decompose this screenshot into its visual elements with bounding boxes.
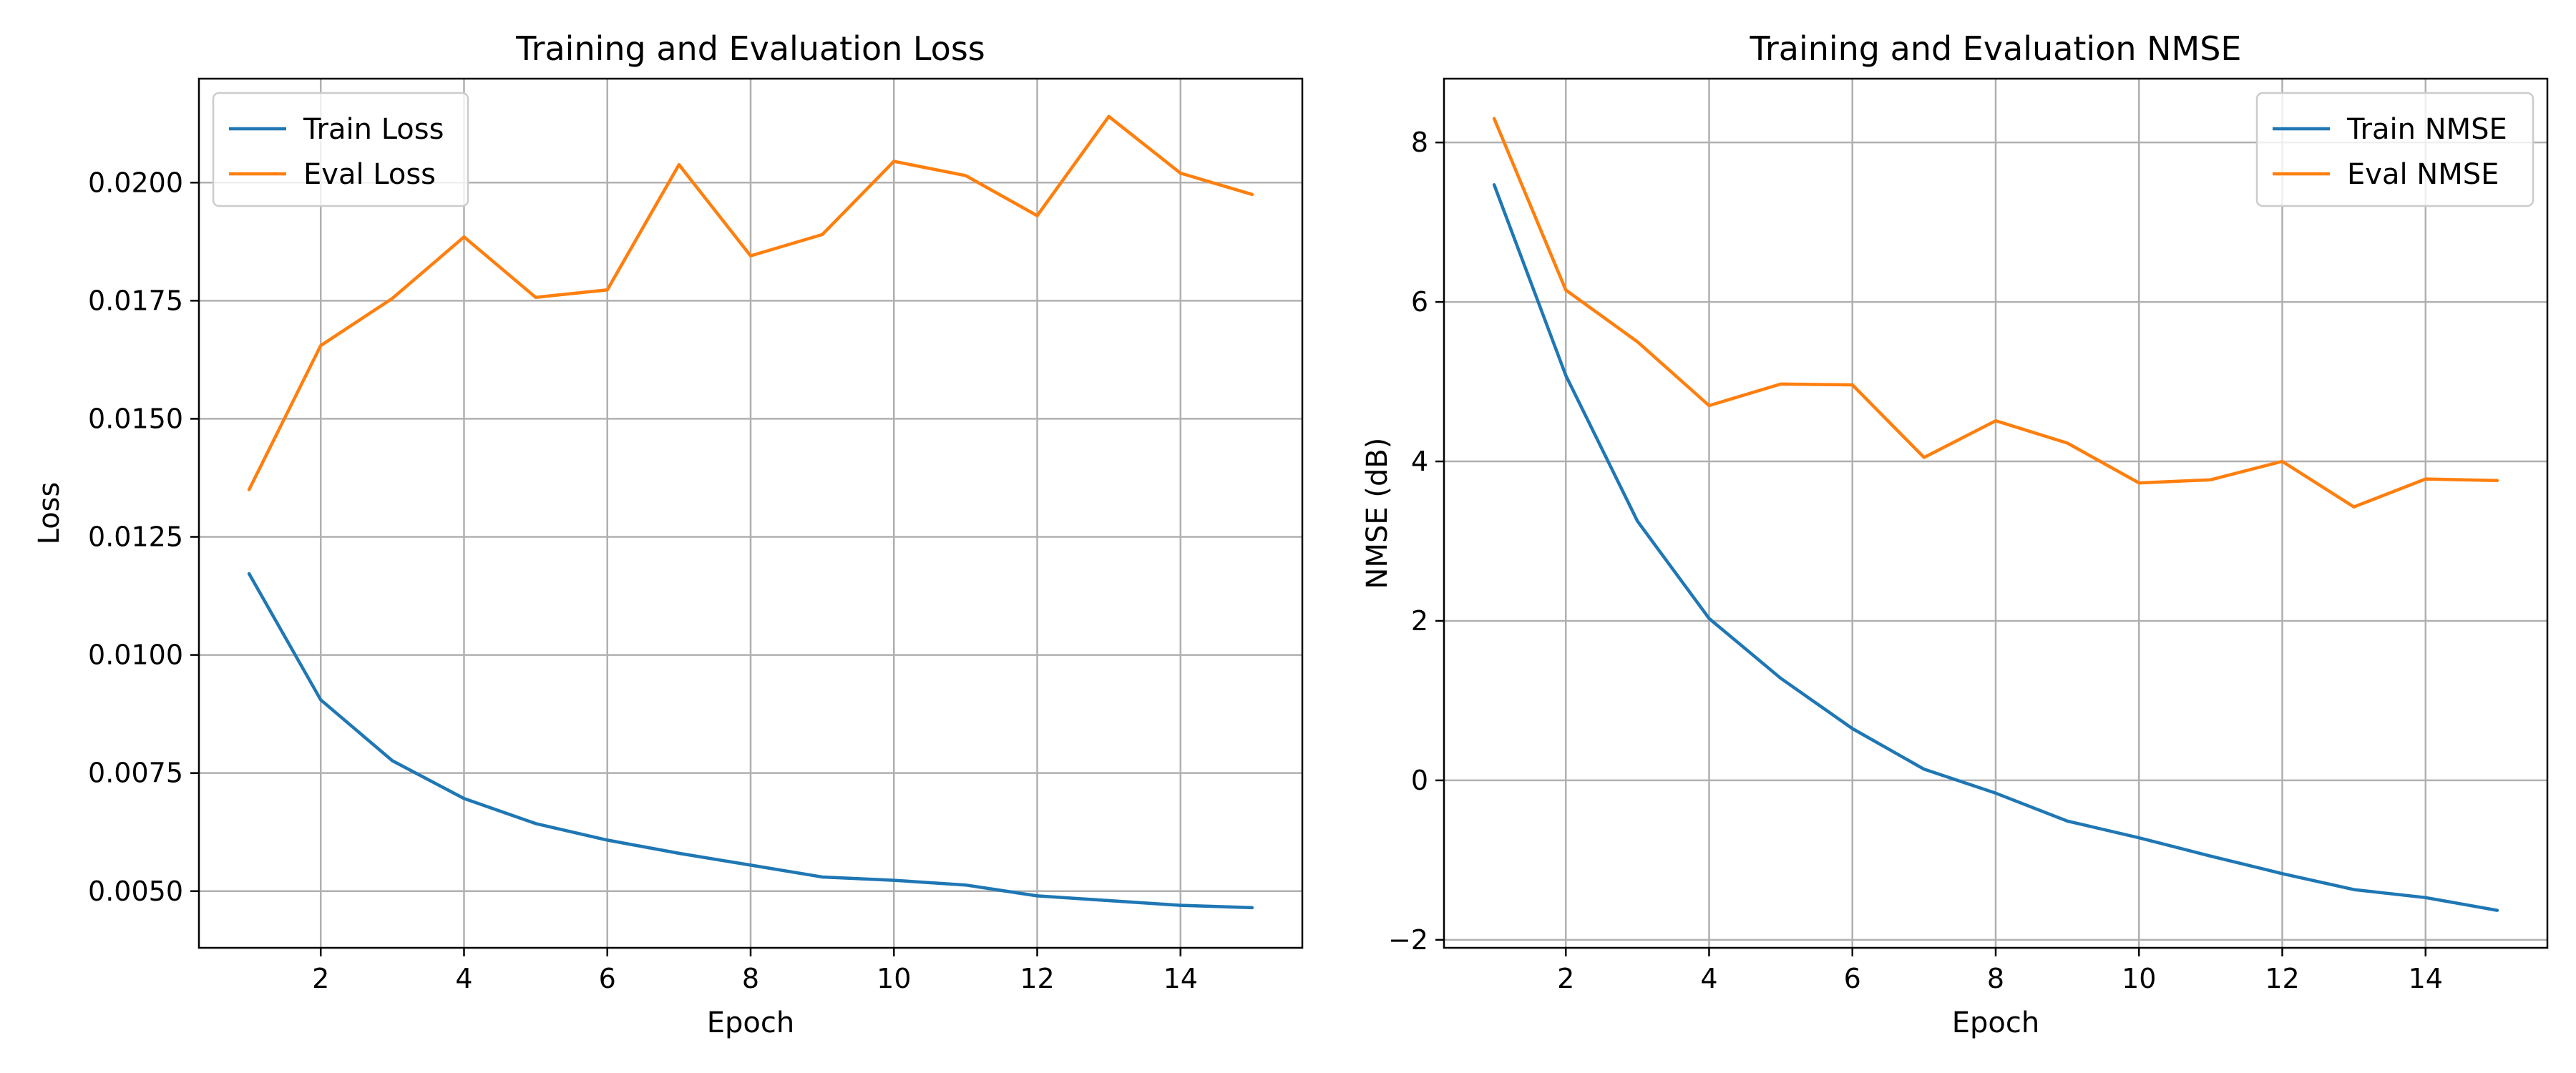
x-tick-label: 14 bbox=[2409, 963, 2443, 994]
x-tick-label: 4 bbox=[455, 963, 472, 994]
y-tick-label: 4 bbox=[1411, 446, 1428, 477]
series-line-train-nmse bbox=[1492, 183, 2499, 912]
x-tick-label: 14 bbox=[1163, 963, 1198, 994]
y-tick-label: 0.0125 bbox=[88, 521, 183, 553]
series-line-eval-nmse bbox=[1492, 117, 2499, 509]
chart-panel-1: 2 4 6 8 10 12 14 0.0050 0.0075 0.0100 0.0125 0.0150… bbox=[33, 29, 1304, 1039]
legend-entry: Eval NMSE bbox=[2347, 158, 2499, 191]
y-tick-label: 6 bbox=[1411, 286, 1428, 318]
y-tick-label: 0.0200 bbox=[88, 167, 183, 198]
legend-entry: Train Loss bbox=[303, 113, 444, 146]
chart-title: Training and Evaluation NMSE bbox=[1750, 29, 2242, 68]
y-tick-label: 0.0075 bbox=[88, 758, 183, 789]
x-tick-label: 4 bbox=[1700, 963, 1717, 994]
x-tick-label: 12 bbox=[1020, 963, 1054, 994]
legend-entry: Eval Loss bbox=[303, 158, 436, 191]
y-tick-label: −2 bbox=[1388, 924, 1428, 956]
legend: Train Loss Eval Loss bbox=[212, 92, 469, 207]
legend-entry: Train NMSE bbox=[2346, 113, 2507, 146]
chart-panel-2: 2 4 6 8 10 12 14 −2 0 2 4 6 8 Training and Evaluation… bbox=[1361, 29, 2549, 1039]
y-tick-label: 8 bbox=[1411, 127, 1428, 158]
x-tick-label: 2 bbox=[312, 963, 329, 994]
x-tick-label: 6 bbox=[1844, 963, 1861, 994]
y-tick-label: 0.0100 bbox=[88, 640, 183, 671]
x-tick-label: 10 bbox=[2122, 963, 2156, 994]
legend-box bbox=[2255, 92, 2534, 207]
x-axis-label: Epoch bbox=[1952, 1006, 2039, 1039]
x-tick-label: 8 bbox=[1987, 963, 2004, 994]
y-tick-label: 0 bbox=[1411, 765, 1428, 796]
y-tick-label: 0.0050 bbox=[88, 876, 183, 907]
legend-box bbox=[212, 92, 469, 207]
series-line-train-loss bbox=[247, 572, 1254, 910]
y-tick-label: 0.0175 bbox=[88, 285, 183, 316]
chart-title: Training and Evaluation Loss bbox=[515, 29, 985, 68]
x-tick-label: 6 bbox=[599, 963, 616, 994]
x-tick-label: 10 bbox=[877, 963, 911, 994]
y-tick-label: 0.0150 bbox=[88, 403, 183, 434]
y-tick-label: 2 bbox=[1411, 605, 1428, 637]
x-tick-label: 2 bbox=[1557, 963, 1574, 994]
x-axis-label: Epoch bbox=[707, 1006, 794, 1039]
x-tick-label: 12 bbox=[2265, 963, 2299, 994]
series-line-eval-loss bbox=[247, 114, 1254, 491]
y-axis-label: NMSE (dB) bbox=[1361, 438, 1394, 589]
x-tick-label: 8 bbox=[742, 963, 759, 994]
y-axis-label: Loss bbox=[33, 482, 66, 545]
legend: Train NMSE Eval NMSE bbox=[2255, 92, 2534, 207]
